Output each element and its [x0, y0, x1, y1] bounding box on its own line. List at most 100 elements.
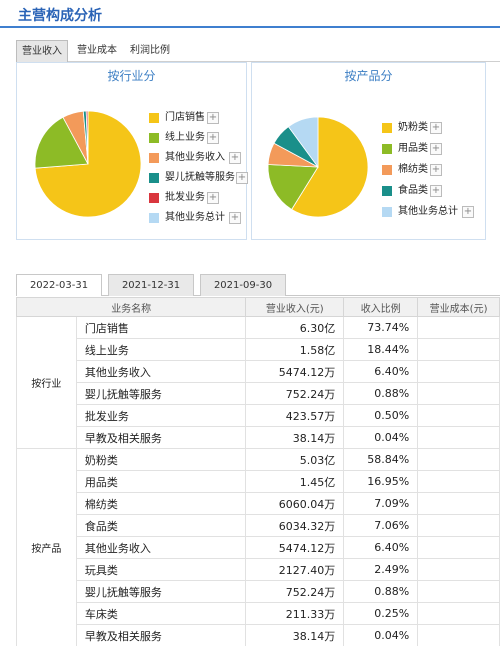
legend-swatch: [382, 207, 392, 217]
expand-plus-icon[interactable]: +: [207, 132, 219, 144]
col-header-ratio: 收入比例: [343, 297, 419, 317]
col-header-cost: 营业成本(元): [417, 297, 500, 317]
legend-label: 棉纺类: [398, 164, 428, 175]
revenue-cell: 2127.40万: [245, 558, 345, 581]
expand-plus-icon[interactable]: +: [430, 164, 442, 176]
business-name-cell: 婴儿抚触等服务: [75, 580, 247, 603]
ratio-cell: 2.49%: [343, 558, 419, 581]
tab-2021-09-30[interactable]: 2021-09-30: [200, 274, 286, 296]
revenue-table: 业务名称 营业收入(元) 收入比例 营业成本(元) 按行业 门店销售 6.30亿 73…: [15, 297, 500, 646]
expand-plus-icon[interactable]: +: [236, 172, 248, 184]
legend-swatch: [149, 173, 159, 183]
expand-plus-icon[interactable]: +: [430, 143, 442, 155]
business-name-cell: 线上业务: [75, 338, 247, 361]
table-row: 线上业务 1.58亿 18.44%: [17, 338, 500, 361]
revenue-cell: 38.14万: [245, 624, 345, 646]
legend-swatch: [149, 193, 159, 203]
cost-cell: [417, 470, 500, 493]
tab-2022-03-31[interactable]: 2022-03-31: [16, 274, 102, 296]
cost-cell: [417, 360, 500, 383]
table-row: 车床类 211.33万 0.25%: [17, 602, 500, 625]
ratio-cell: 18.44%: [343, 338, 419, 361]
expand-plus-icon[interactable]: +: [207, 192, 219, 204]
ratio-cell: 58.84%: [343, 448, 419, 471]
business-name-cell: 早教及相关服务: [75, 426, 247, 449]
table-row: 食品类 6034.32万 7.06%: [17, 514, 500, 537]
revenue-cell: 423.57万: [245, 404, 345, 427]
legend-label: 婴儿抚触等服务: [165, 172, 235, 183]
cost-cell: [417, 514, 500, 537]
industry-chart-title: 按行业分: [107, 69, 156, 83]
cost-cell: [417, 602, 500, 625]
metric-tabs: 营业收入 营业成本 利润比例: [16, 40, 500, 62]
tab-cost[interactable]: 营业成本: [77, 45, 117, 56]
business-name-cell: 棉纺类: [75, 492, 247, 515]
legend-swatch: [149, 213, 159, 223]
industry-pie-chart: [34, 110, 142, 218]
revenue-cell: 1.58亿: [245, 338, 345, 361]
table-row: 用品类 1.45亿 16.95%: [17, 470, 500, 493]
expand-plus-icon[interactable]: +: [229, 212, 241, 224]
pie-slice[interactable]: [34, 116, 89, 169]
legend-swatch: [382, 165, 392, 175]
business-name-cell: 门店销售: [75, 316, 247, 339]
table-row: 按行业 门店销售 6.30亿 73.74%: [16, 316, 500, 449]
tab-2021-12-31[interactable]: 2021-12-31: [108, 274, 194, 296]
col-header-name: 业务名称: [15, 297, 247, 317]
legend-label: 其他业务总计: [398, 206, 458, 217]
business-name-cell: 其他业务收入: [75, 536, 247, 559]
expand-plus-icon[interactable]: +: [430, 185, 442, 197]
cost-cell: [417, 338, 500, 361]
revenue-cell: 5.03亿: [245, 448, 345, 471]
expand-plus-icon[interactable]: +: [462, 206, 474, 218]
date-tabs: 2022-03-31 2021-12-31 2021-09-30: [16, 274, 500, 296]
ratio-cell: 6.40%: [343, 360, 419, 383]
table-row: 婴儿抚触等服务 752.24万 0.88%: [17, 580, 500, 603]
ratio-cell: 16.95%: [343, 470, 419, 493]
business-name-cell: 早教及相关服务: [75, 624, 247, 646]
legend-swatch: [149, 113, 159, 123]
ratio-cell: 0.04%: [343, 426, 419, 449]
revenue-cell: 752.24万: [245, 580, 345, 603]
tab-profit-ratio[interactable]: 利润比例: [130, 45, 170, 56]
tab-revenue[interactable]: 营业收入: [16, 40, 68, 62]
ratio-cell: 73.74%: [343, 316, 419, 339]
product-pie-chart: [267, 116, 369, 218]
cost-cell: [417, 426, 500, 449]
expand-plus-icon[interactable]: +: [430, 122, 442, 134]
page-header: 主营构成分析: [0, 0, 500, 28]
revenue-cell: 6.30亿: [245, 316, 345, 339]
legend-label: 批发业务: [165, 192, 205, 203]
cost-cell: [417, 624, 500, 646]
expand-plus-icon[interactable]: +: [229, 152, 241, 164]
ratio-cell: 7.06%: [343, 514, 419, 537]
revenue-cell: 38.14万: [245, 426, 345, 449]
cost-cell: [417, 536, 500, 559]
pie-slice[interactable]: [291, 116, 369, 218]
ratio-cell: 7.09%: [343, 492, 419, 515]
business-name-cell: 玩具类: [75, 558, 247, 581]
expand-plus-icon[interactable]: +: [207, 112, 219, 124]
product-chart-title: 按产品分: [344, 69, 393, 83]
cost-cell: [417, 558, 500, 581]
cost-cell: [417, 492, 500, 515]
legend-swatch: [382, 123, 392, 133]
row-group-label: 按产品: [16, 448, 77, 646]
pie-slice[interactable]: [287, 116, 319, 169]
legend-label: 其他业务总计: [165, 212, 225, 223]
legend-label: 门店销售: [165, 112, 205, 123]
revenue-cell: 211.33万: [245, 602, 345, 625]
table-row: 批发业务 423.57万 0.50%: [17, 404, 500, 427]
legend-swatch: [149, 153, 159, 163]
business-name-cell: 车床类: [75, 602, 247, 625]
ratio-cell: 6.40%: [343, 536, 419, 559]
business-name-cell: 用品类: [75, 470, 247, 493]
legend-swatch: [382, 186, 392, 196]
industry-legend: 门店销售 + 线上业务 + 其他业务收入 + 婴儿抚触等服务 + 批发业务 + …: [149, 111, 248, 231]
table-row: 早教及相关服务 38.14万 0.04%: [17, 426, 500, 449]
business-name-cell: 婴儿抚触等服务: [75, 382, 247, 405]
ratio-cell: 0.88%: [343, 382, 419, 405]
pie-slice[interactable]: [267, 164, 319, 211]
revenue-cell: 5474.12万: [245, 360, 345, 383]
cost-cell: [417, 448, 500, 471]
